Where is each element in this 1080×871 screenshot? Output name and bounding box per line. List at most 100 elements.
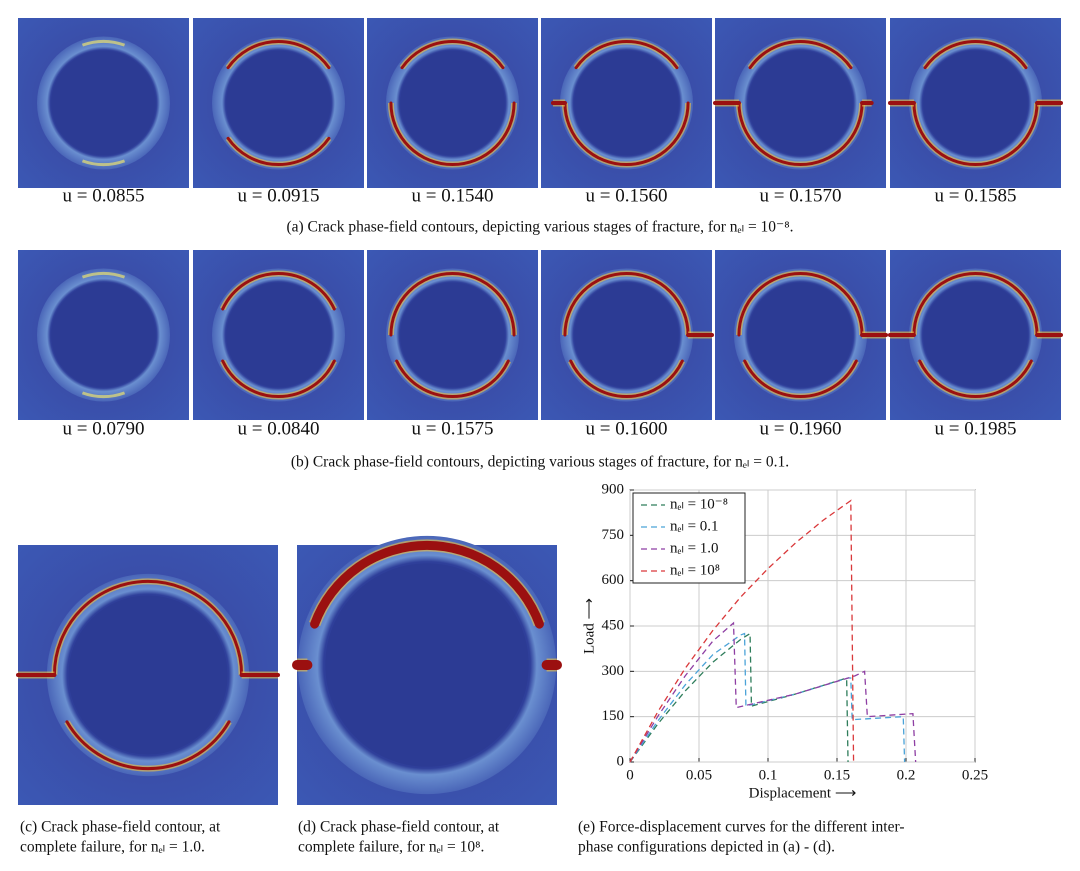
caption: (c) Crack phase-field contour, at — [20, 819, 221, 836]
crack — [65, 720, 231, 771]
y-tick-label: 900 — [602, 481, 625, 497]
phase-field-image — [541, 18, 712, 188]
x-tick-label: 0.1 — [759, 767, 778, 783]
x-tick-label: 0.15 — [824, 767, 850, 783]
inclusion — [748, 282, 853, 388]
crack — [389, 271, 516, 337]
inclusion — [923, 282, 1028, 388]
inclusion — [51, 50, 156, 156]
caption: (e) Force-displacement curves for the di… — [578, 819, 904, 836]
y-tick-label: 750 — [602, 527, 625, 543]
legend-box — [632, 492, 746, 584]
inclusion — [574, 50, 679, 156]
stage-label: u = 0.0855 — [63, 185, 145, 206]
caption: (b) Crack phase-field contours, depictin… — [291, 454, 789, 471]
stage-label: u = 0.1540 — [412, 185, 494, 206]
y-tick-label: 600 — [602, 572, 625, 588]
series-line — [629, 621, 917, 763]
caption: phase configurations depicted in (a) - (… — [578, 839, 835, 856]
stage-label: u = 0.1585 — [935, 185, 1017, 206]
phase-field-image — [888, 250, 1063, 420]
phase-field-image — [193, 18, 364, 188]
legend-label: nₑₗ = 10⁸ — [670, 562, 720, 578]
inclusion — [574, 282, 679, 388]
series-line — [629, 632, 906, 763]
phase-field-image — [888, 18, 1063, 188]
stage-label: u = 0.0915 — [238, 185, 320, 206]
phase-field-image — [541, 250, 714, 420]
hint — [81, 40, 126, 47]
caption: (d) Crack phase-field contour, at — [298, 819, 500, 836]
y-tick-label: 0 — [617, 753, 625, 769]
phase-field-image — [16, 545, 280, 805]
x-tick-label: 0.25 — [962, 767, 988, 783]
crack — [563, 101, 690, 167]
inclusion — [748, 50, 853, 156]
crack — [400, 40, 505, 70]
hint — [81, 272, 126, 279]
hint — [81, 391, 126, 398]
crack — [912, 101, 1039, 167]
phase-field-image — [713, 18, 886, 188]
crack — [221, 271, 336, 311]
phase-field-image — [193, 250, 364, 420]
inclusion — [226, 50, 331, 156]
y-tick-label: 300 — [602, 663, 625, 679]
x-tick-label: 0.05 — [686, 767, 712, 783]
inclusion — [400, 50, 505, 156]
y-tick-label: 150 — [602, 708, 625, 724]
caption: complete failure, for nₑₗ = 1.0. — [20, 839, 205, 856]
crack — [389, 101, 516, 167]
stage-label: u = 0.1600 — [586, 418, 668, 439]
crack — [923, 40, 1028, 70]
inclusion — [226, 282, 331, 388]
caption: complete failure, for nₑₗ = 10⁸. — [298, 839, 484, 856]
stage-label: u = 0.1560 — [586, 185, 668, 206]
phase-field-image — [715, 250, 888, 420]
crack — [743, 359, 858, 399]
hint — [81, 159, 126, 166]
crack — [912, 271, 1039, 337]
inclusion — [51, 282, 156, 388]
crack — [574, 40, 679, 70]
legend-label: nₑₗ = 1.0 — [670, 540, 719, 556]
y-axis-label: Load ⟶ — [581, 598, 597, 654]
stage-label: u = 0.0790 — [63, 418, 145, 439]
inclusion — [400, 282, 505, 388]
x-tick-label: 0.2 — [897, 767, 916, 783]
phase-field-image — [18, 250, 189, 420]
inclusion — [923, 50, 1028, 156]
crack — [737, 271, 864, 337]
stage-label: u = 0.0840 — [238, 418, 320, 439]
phase-field-image — [367, 18, 538, 188]
crack — [748, 40, 853, 70]
legend-label: nₑₗ = 10⁻⁸ — [670, 496, 728, 512]
crack — [569, 359, 684, 399]
y-tick-label: 450 — [602, 617, 625, 633]
stage-label: u = 0.1985 — [935, 418, 1017, 439]
inclusion — [68, 595, 228, 755]
x-axis-label: Displacement ⟶ — [749, 785, 857, 801]
x-tick-label: 0 — [626, 767, 634, 783]
phase-field-image — [292, 535, 562, 805]
series-line — [629, 499, 855, 763]
crack — [226, 40, 331, 70]
series-line — [629, 632, 849, 763]
crack — [221, 359, 336, 399]
crack — [310, 540, 544, 629]
phase-field-image — [367, 250, 538, 420]
crack — [395, 359, 510, 399]
legend-label: nₑₗ = 0.1 — [670, 518, 719, 534]
crack — [563, 271, 690, 337]
inclusion — [325, 563, 529, 767]
crack — [226, 136, 331, 166]
stage-label: u = 0.1570 — [760, 185, 842, 206]
crack — [52, 579, 244, 677]
caption: (a) Crack phase-field contours, depictin… — [286, 219, 793, 236]
stage-label: u = 0.1575 — [412, 418, 494, 439]
crack — [918, 359, 1033, 399]
crack — [737, 101, 864, 167]
stage-label: u = 0.1960 — [760, 418, 842, 439]
phase-field-image — [18, 18, 189, 188]
